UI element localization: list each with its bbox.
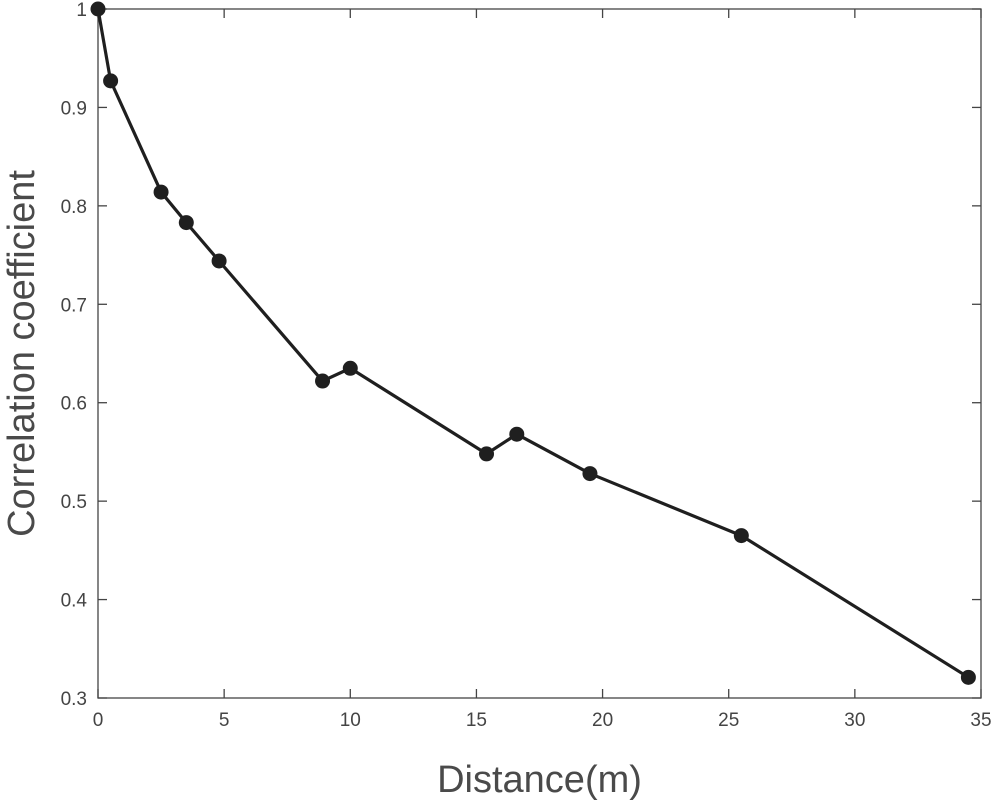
data-point	[315, 373, 331, 389]
y-tick-label: 0.7	[61, 295, 87, 316]
data-point	[342, 360, 358, 376]
y-tick-label: 0.4	[61, 591, 88, 612]
x-tick-label: 35	[970, 710, 991, 731]
x-tick-label: 15	[466, 710, 487, 731]
y-tick-label: 0.3	[61, 689, 87, 710]
data-point	[211, 253, 227, 269]
data-point	[509, 426, 525, 442]
tick-marks	[97, 8, 982, 699]
series-line	[96, 7, 970, 679]
data-point	[733, 528, 749, 544]
y-tick-label: 0.5	[61, 492, 87, 513]
x-tick-label: 25	[718, 710, 739, 731]
tick-labels: 0 5 10 15 20 25 30 35 0.3 0.4 0.5 0.6 0.7 0.8 0.9 1	[61, 0, 992, 731]
x-tick-label: 10	[340, 710, 361, 731]
data-point	[103, 73, 119, 89]
x-tick-label: 0	[93, 710, 104, 731]
x-tick-label: 5	[219, 710, 230, 731]
y-tick-label: 0.8	[61, 197, 87, 218]
plot-frame	[97, 8, 982, 699]
x-tick-label: 30	[844, 710, 865, 731]
y-tick-label: 1	[76, 0, 87, 21]
y-tick-label: 0.9	[61, 98, 87, 119]
series-layer	[90, 1, 976, 685]
y-tick-label: 0.6	[61, 394, 87, 415]
data-point	[178, 215, 194, 231]
data-point	[960, 669, 976, 685]
y-axis-title: Correlation coefficient	[1, 170, 43, 537]
data-point	[90, 1, 106, 17]
data-point	[479, 446, 495, 462]
x-axis-title: Distance(m)	[437, 759, 642, 801]
data-point	[582, 466, 598, 482]
data-point	[153, 184, 169, 200]
x-tick-label: 20	[592, 710, 613, 731]
